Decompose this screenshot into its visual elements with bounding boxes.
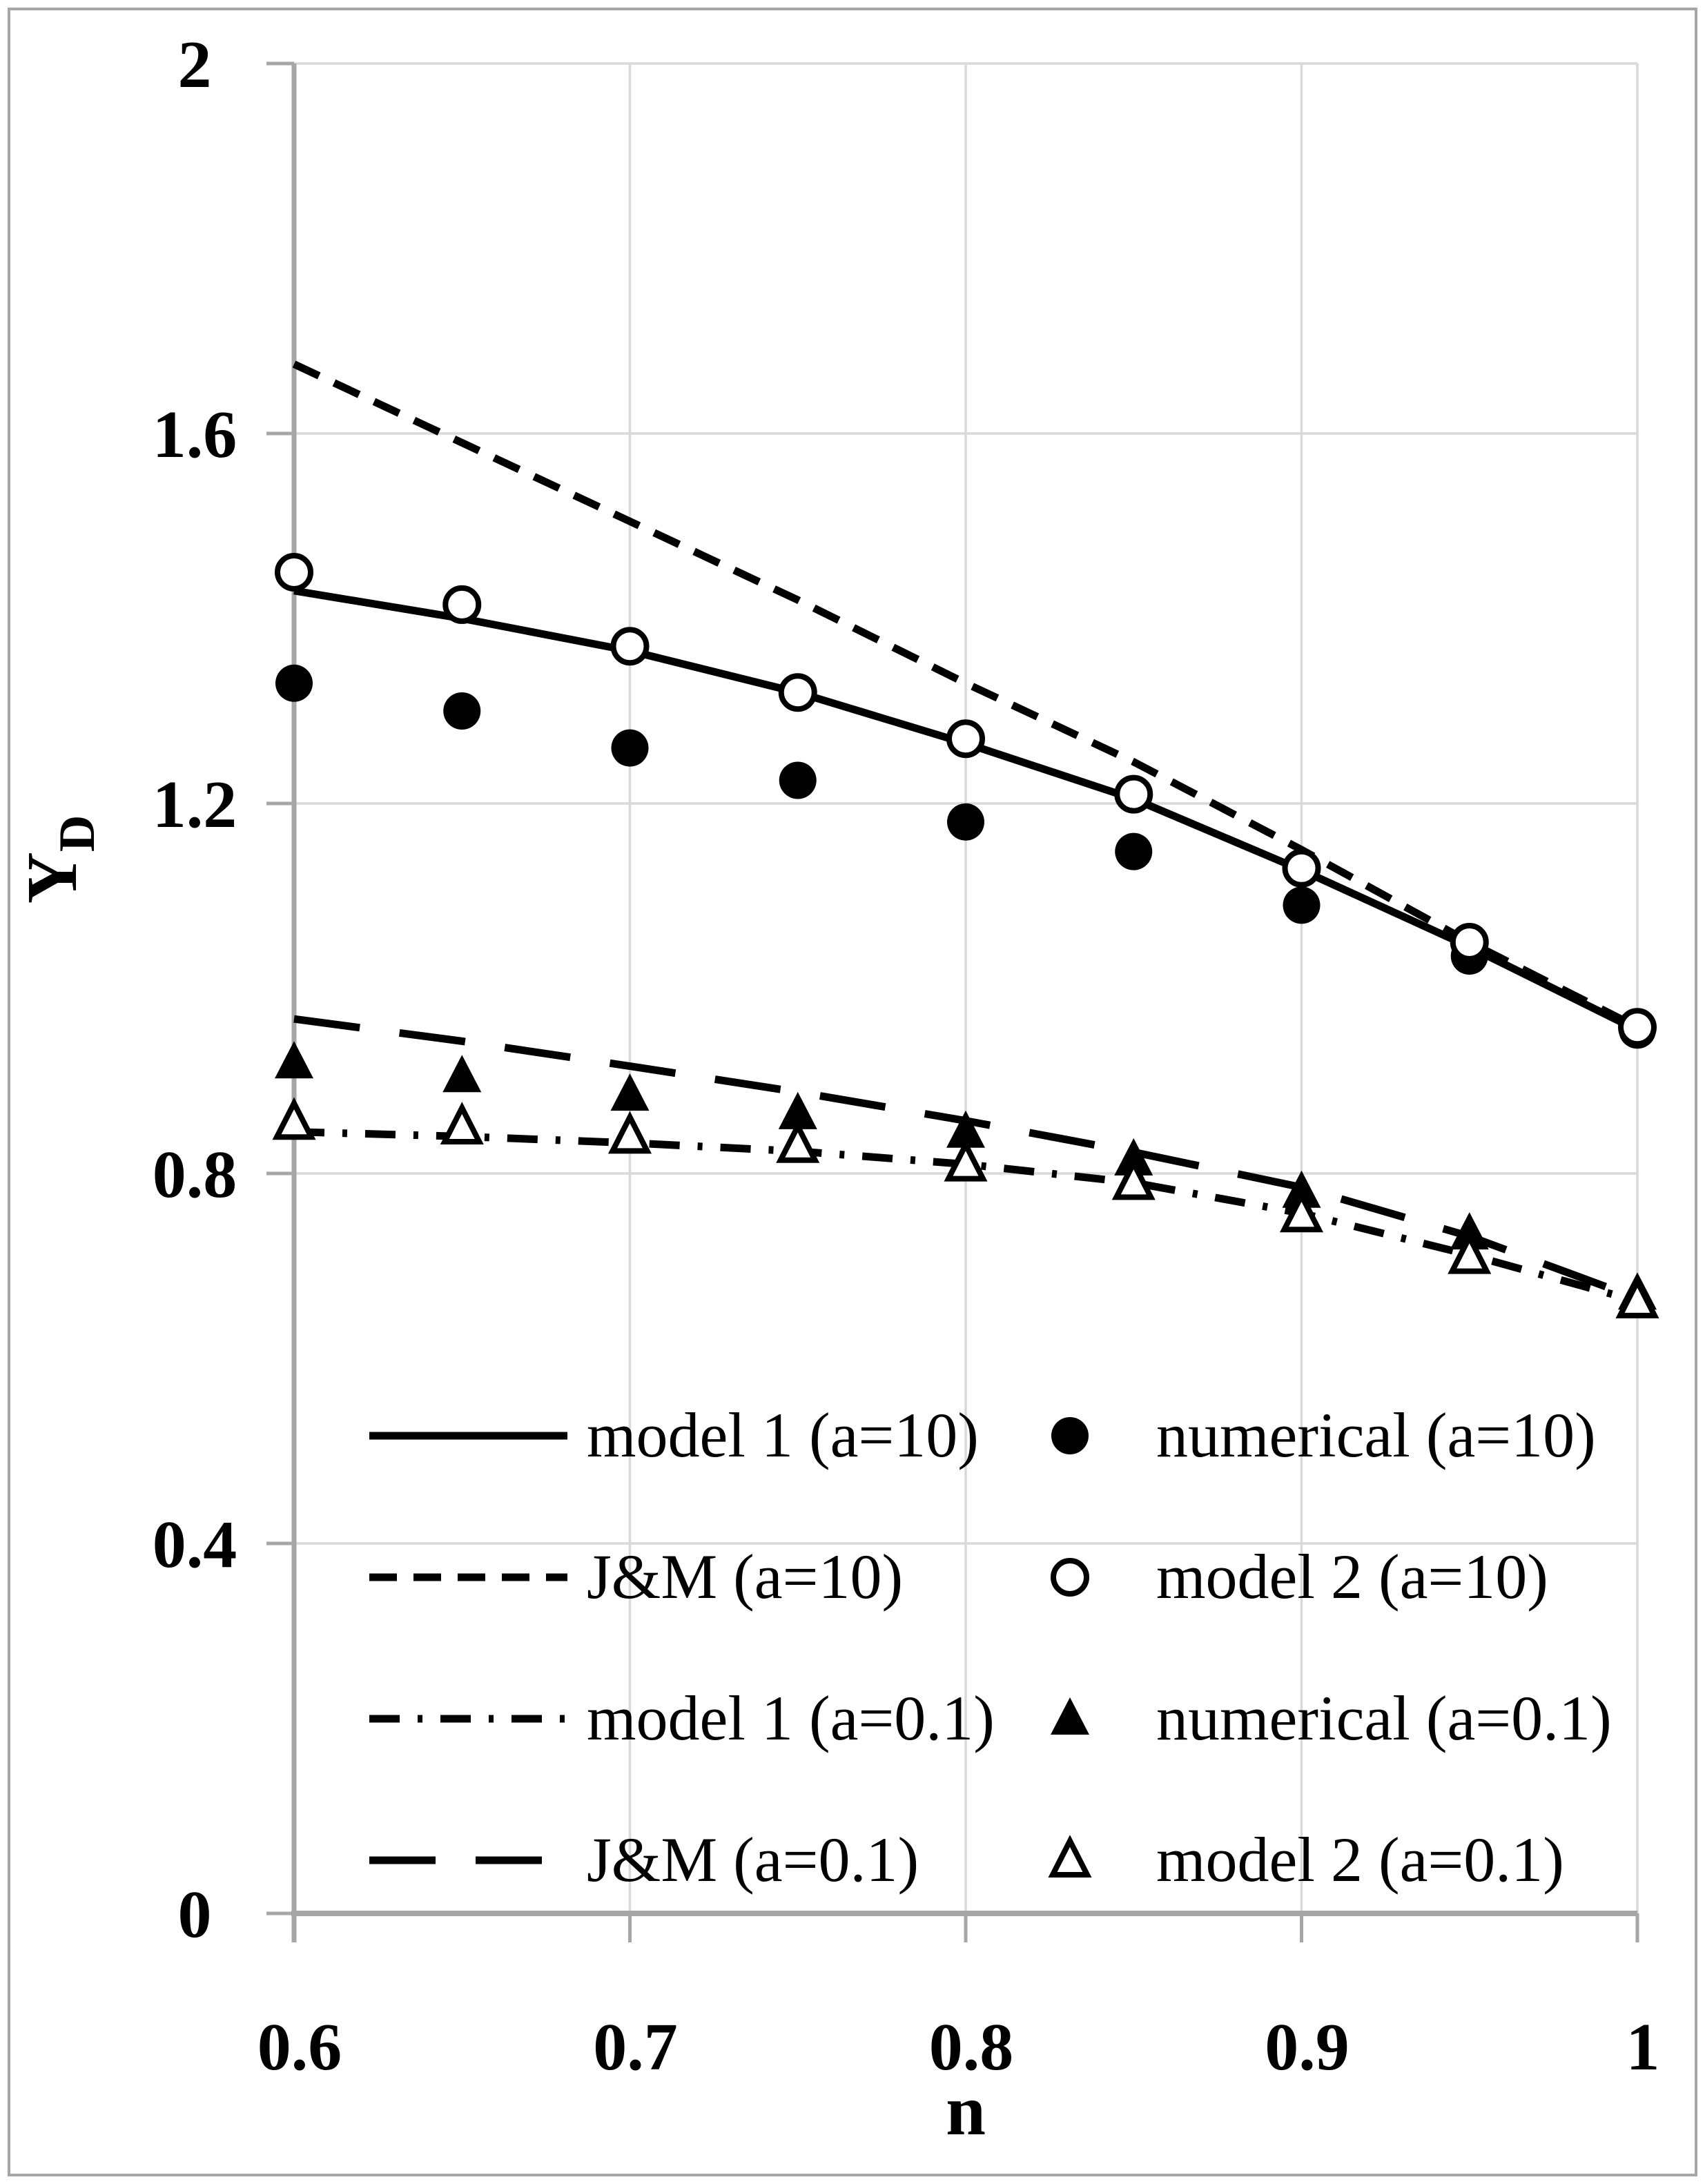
legend-label-model-1-a-10: model 1 (a=10) [587, 1400, 979, 1470]
marker-model-2-a-0-1-7 [1448, 1231, 1492, 1274]
legend-label-j-m-a-10: J&M (a=10) [587, 1541, 903, 1612]
marker-numerical-a-10-1 [443, 692, 481, 730]
x-tick-label-1: 1 [1626, 2010, 1660, 2085]
series-line-model-1-a-0-1 [293, 1128, 1639, 1305]
marker-numerical-a-10-0 [275, 664, 313, 702]
marker-model-2-a-10-0 [275, 553, 313, 592]
marker-model-2-a-0-1-0 [272, 1097, 316, 1140]
marker-numerical-a-10-4 [947, 803, 984, 841]
legend-sample-numerical-a-10 [1051, 1417, 1089, 1454]
marker-model-2-a-10-7 [1450, 923, 1489, 962]
y-tick-label-1-2: 1.2 [153, 768, 237, 842]
x-tick-label-0-7: 0.7 [593, 2010, 678, 2085]
marker-model-2-a-0-1-6 [1279, 1189, 1324, 1233]
legend-label-numerical-a-0-1: numerical (a=0.1) [1156, 1683, 1612, 1753]
marker-model-2-a-0-1-8 [1615, 1276, 1659, 1318]
marker-model-2-a-10-1 [442, 585, 482, 624]
marker-model-2-a-0-1-5 [1111, 1157, 1156, 1200]
marker-numerical-a-10-5 [1115, 832, 1153, 870]
marker-model-2-a-10-8 [1618, 1008, 1657, 1047]
x-tick-label-0-6: 0.6 [257, 2010, 342, 2085]
x-tick-label-0-8: 0.8 [929, 2010, 1014, 2085]
legend-sample-model-2-a-10 [1051, 1558, 1089, 1597]
marker-model-2-a-0-1-2 [607, 1111, 652, 1154]
marker-numerical-a-0-1-5 [1114, 1138, 1153, 1176]
marker-numerical-a-0-1-4 [946, 1110, 985, 1148]
legend-sample-model-2-a-0-1 [1048, 1835, 1092, 1878]
marker-model-2-a-10-5 [1114, 774, 1153, 814]
legend-label-numerical-a-10: numerical (a=10) [1156, 1400, 1596, 1470]
marker-numerical-a-10-2 [611, 729, 649, 767]
marker-model-2-a-10-4 [946, 719, 985, 759]
marker-numerical-a-0-1-1 [442, 1055, 482, 1093]
legend: model 1 (a=10) J&M (a=10) model 1 (a=0.1) J… [369, 1400, 1612, 1895]
marker-model-2-a-10-2 [610, 627, 650, 666]
y-tick-label-0-4: 0.4 [153, 1508, 237, 1582]
marker-numerical-a-0-1-2 [610, 1073, 650, 1111]
y-tick-label-1-6: 1.6 [153, 398, 237, 472]
marker-numerical-a-0-1-0 [275, 1041, 313, 1079]
marker-numerical-a-0-1-3 [778, 1091, 817, 1129]
y-tick-label-0: 0 [178, 1878, 212, 1952]
marker-numerical-a-10-6 [1283, 886, 1321, 924]
legend-label-j-m-a-0-1: J&M (a=0.1) [587, 1824, 919, 1895]
x-tick-label-0-9: 0.9 [1265, 2010, 1350, 2085]
series-line-j-m-a-10 [292, 360, 1639, 1031]
marker-numerical-a-10-3 [779, 761, 817, 799]
x-axis-title: n [946, 2071, 986, 2150]
marker-numerical-a-0-1-7 [1450, 1212, 1489, 1250]
marker-model-2-a-0-1-1 [440, 1102, 484, 1144]
marker-model-2-a-0-1-4 [944, 1138, 988, 1182]
marker-model-2-a-0-1-3 [776, 1120, 820, 1163]
y-axis-title: YD [12, 815, 106, 904]
figure-border [8, 8, 1697, 2176]
marker-model-2-a-10-6 [1282, 848, 1321, 888]
legend-label-model-2-a-0-1: model 2 (a=0.1) [1156, 1824, 1564, 1895]
y-tick-label-2: 2 [178, 28, 212, 102]
series-markers-model-2-a-10 [275, 553, 1657, 1047]
legend-label-model-1-a-0-1: model 1 (a=0.1) [587, 1683, 995, 1753]
legend-label-model-2-a-10: model 2 (a=10) [1156, 1541, 1548, 1612]
marker-model-2-a-10-3 [778, 673, 817, 712]
legend-sample-numerical-a-0-1 [1051, 1697, 1089, 1735]
marker-numerical-a-0-1-6 [1282, 1170, 1321, 1208]
y-tick-label-0-8: 0.8 [153, 1138, 237, 1212]
series-markers-model-2-a-0-1 [272, 1097, 1659, 1318]
